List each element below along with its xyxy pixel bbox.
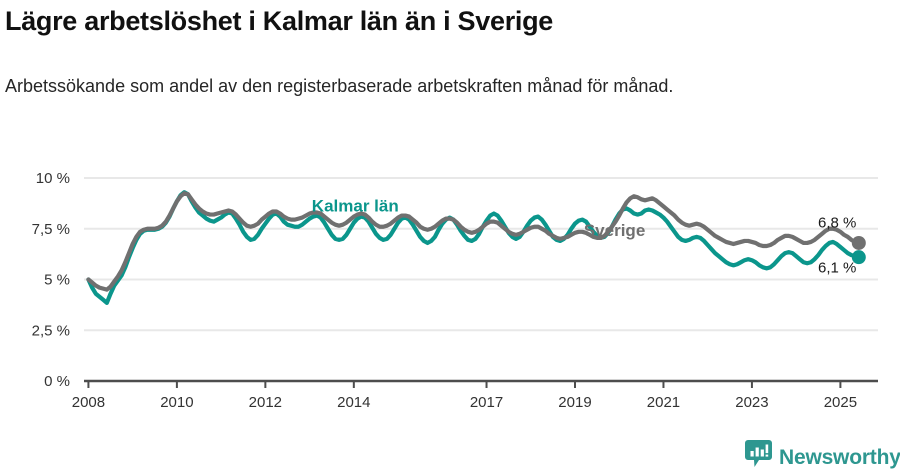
x-axis-tick-label: 2010 xyxy=(160,394,193,411)
x-axis-tick-label: 2019 xyxy=(558,394,591,411)
x-axis-tick-label: 2008 xyxy=(72,394,105,411)
y-axis-tick-label: 0 % xyxy=(44,373,70,390)
x-axis-tick-label: 2021 xyxy=(647,394,680,411)
x-axis-tick-label: 2014 xyxy=(337,394,370,411)
series-line xyxy=(86,190,861,305)
series-end-value-label: 6,1 % xyxy=(818,259,856,276)
series-endpoint-dots xyxy=(851,235,866,265)
page-subtitle: Arbetssökande som andel av den registerb… xyxy=(5,76,674,96)
logo-text: Newsworthy xyxy=(779,446,900,469)
series-line xyxy=(86,191,861,292)
y-axis-tick-label: 10 % xyxy=(36,170,70,187)
x-axis-tick-label: 2025 xyxy=(824,394,857,411)
y-axis-tick-labels: 0 % 2,5 % 5 % 7,5 % 10 % xyxy=(32,170,70,390)
series-endpoint-dot xyxy=(851,235,866,250)
series-endpoint-dot xyxy=(851,250,866,265)
x-axis-tick-label: 2023 xyxy=(735,394,768,411)
x-axis-tick-labels: 2008 2010 2012 2014 2017 2019 2021 2023 2025 xyxy=(72,394,857,411)
x-axis-tick-label: 2012 xyxy=(249,394,282,411)
x-axis-tick-label: 2017 xyxy=(470,394,503,411)
y-axis-tick-label: 2,5 % xyxy=(32,322,70,339)
gridlines xyxy=(84,177,878,332)
series-name-label: Kalmar län xyxy=(312,196,399,215)
series-end-value-label: 6,8 % xyxy=(818,215,856,232)
y-axis-tick-label: 7,5 % xyxy=(32,221,70,238)
series-name-label: Sverige xyxy=(584,221,645,240)
data-series-lines xyxy=(86,190,861,305)
page-title: Lägre arbetslöshet i Kalmar län än i Sve… xyxy=(5,6,554,36)
bar-chart-bubble-icon xyxy=(745,440,772,475)
x-axis xyxy=(84,379,878,388)
chart-annotations: Kalmar län Sverige 6,8 % 6,1 % xyxy=(312,196,857,276)
newsworthy-logo: Newsworthy xyxy=(745,440,900,475)
y-axis-tick-label: 5 % xyxy=(44,272,70,289)
